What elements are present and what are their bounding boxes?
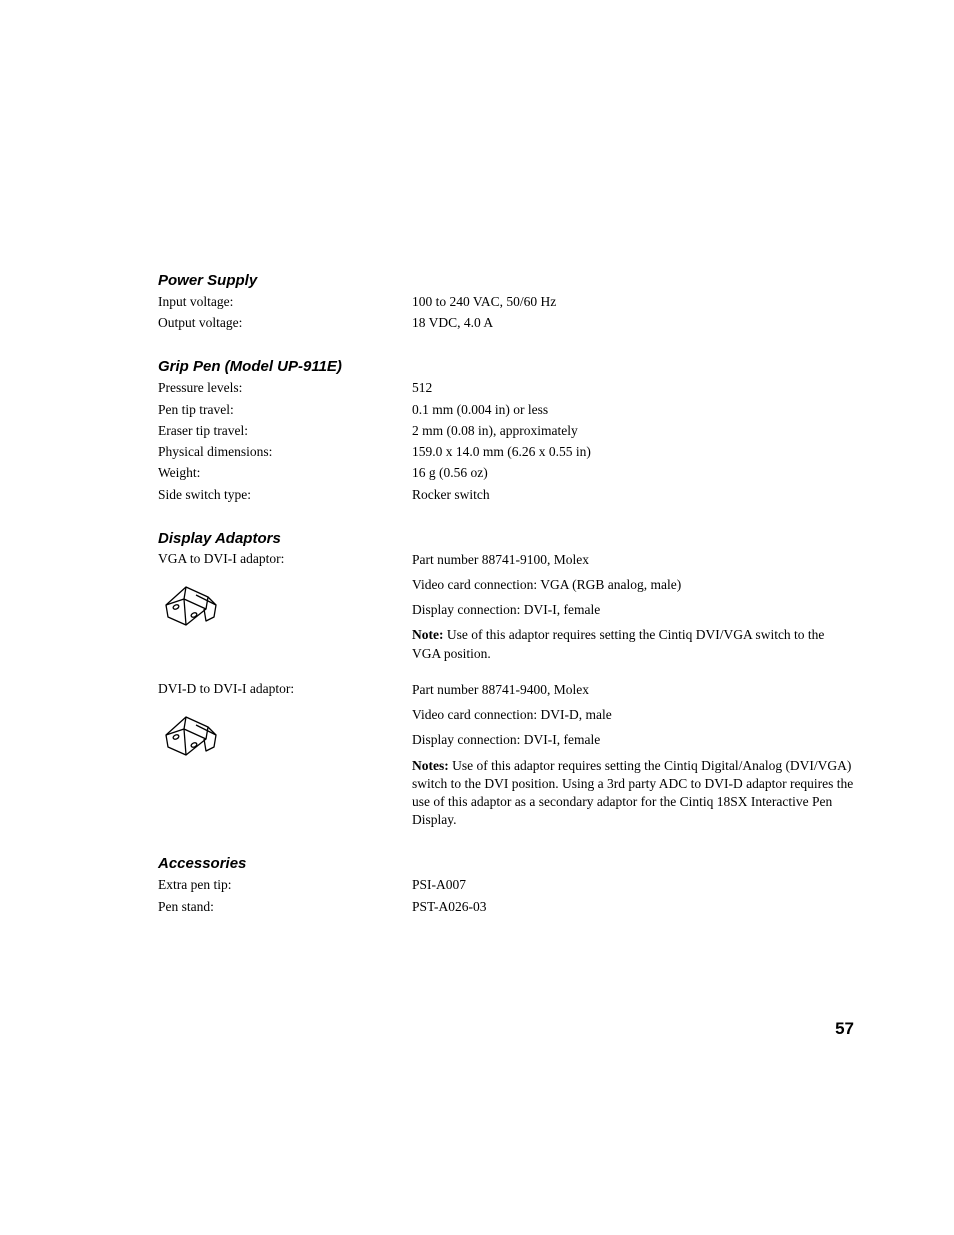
spec-row: Pressure levels: 512 xyxy=(158,379,856,397)
spec-label: Pen stand: xyxy=(158,898,412,916)
spec-label: Eraser tip travel: xyxy=(158,422,412,440)
adaptor-video-conn: Video card connection: DVI-D, male xyxy=(412,706,856,724)
section-accessories: Accessories Extra pen tip: PSI-A007 Pen … xyxy=(158,855,856,915)
section-power-supply: Power Supply Input voltage: 100 to 240 V… xyxy=(158,272,856,332)
spec-label: Pen tip travel: xyxy=(158,401,412,419)
connector-icon xyxy=(158,577,228,637)
heading-display-adaptors: Display Adaptors xyxy=(158,530,856,547)
adaptor-label: DVI-D to DVI-I adaptor: xyxy=(158,681,412,697)
adaptor-left: DVI-D to DVI-I adaptor: xyxy=(158,681,412,830)
adaptor-note: Note: Use of this adaptor requires setti… xyxy=(412,626,856,662)
spec-label: Output voltage: xyxy=(158,314,412,332)
heading-grip-pen: Grip Pen (Model UP-911E) xyxy=(158,358,856,375)
adaptor-part: Part number 88741-9400, Molex xyxy=(412,681,856,699)
adaptor-block-dvid: DVI-D to DVI-I adaptor: Part numbe xyxy=(158,681,856,830)
heading-accessories: Accessories xyxy=(158,855,856,872)
spec-row: Extra pen tip: PSI-A007 xyxy=(158,876,856,894)
adaptor-label: VGA to DVI-I adaptor: xyxy=(158,551,412,567)
note-label: Note: xyxy=(412,627,443,642)
adaptor-part: Part number 88741-9100, Molex xyxy=(412,551,856,569)
adaptor-block-vga: VGA to DVI-I adaptor: Part number xyxy=(158,551,856,663)
spec-row: Pen stand: PST-A026-03 xyxy=(158,898,856,916)
section-grip-pen: Grip Pen (Model UP-911E) Pressure levels… xyxy=(158,358,856,503)
spec-row: Weight: 16 g (0.56 oz) xyxy=(158,464,856,482)
adaptor-left: VGA to DVI-I adaptor: xyxy=(158,551,412,663)
spec-label: Weight: xyxy=(158,464,412,482)
spec-row: Output voltage: 18 VDC, 4.0 A xyxy=(158,314,856,332)
spec-row: Physical dimensions: 159.0 x 14.0 mm (6.… xyxy=(158,443,856,461)
connector-icon xyxy=(158,707,228,767)
adaptor-note: Notes: Use of this adaptor requires sett… xyxy=(412,757,856,830)
heading-power-supply: Power Supply xyxy=(158,272,856,289)
spec-value: 0.1 mm (0.004 in) or less xyxy=(412,401,856,419)
note-text: Use of this adaptor requires setting the… xyxy=(412,758,853,828)
spec-label: Input voltage: xyxy=(158,293,412,311)
spec-value: 18 VDC, 4.0 A xyxy=(412,314,856,332)
spec-label: Side switch type: xyxy=(158,486,412,504)
spec-value: 512 xyxy=(412,379,856,397)
spec-value: Rocker switch xyxy=(412,486,856,504)
spec-label: Physical dimensions: xyxy=(158,443,412,461)
spec-value: PSI-A007 xyxy=(412,876,856,894)
spec-row: Input voltage: 100 to 240 VAC, 50/60 Hz xyxy=(158,293,856,311)
adaptor-right: Part number 88741-9100, Molex Video card… xyxy=(412,551,856,663)
spec-value: 16 g (0.56 oz) xyxy=(412,464,856,482)
note-label: Notes: xyxy=(412,758,449,773)
page-content: Power Supply Input voltage: 100 to 240 V… xyxy=(0,0,954,916)
adaptor-right: Part number 88741-9400, Molex Video card… xyxy=(412,681,856,830)
adaptor-video-conn: Video card connection: VGA (RGB analog, … xyxy=(412,576,856,594)
spec-label: Extra pen tip: xyxy=(158,876,412,894)
spec-value: 2 mm (0.08 in), approximately xyxy=(412,422,856,440)
spec-row: Eraser tip travel: 2 mm (0.08 in), appro… xyxy=(158,422,856,440)
section-display-adaptors: Display Adaptors VGA to DVI-I adaptor: xyxy=(158,530,856,830)
adaptor-display-conn: Display connection: DVI-I, female xyxy=(412,731,856,749)
adaptor-display-conn: Display connection: DVI-I, female xyxy=(412,601,856,619)
spec-value: 159.0 x 14.0 mm (6.26 x 0.55 in) xyxy=(412,443,856,461)
spec-row: Pen tip travel: 0.1 mm (0.004 in) or les… xyxy=(158,401,856,419)
page-number: 57 xyxy=(835,1019,854,1039)
spec-row: Side switch type: Rocker switch xyxy=(158,486,856,504)
spec-value: PST-A026-03 xyxy=(412,898,856,916)
spec-value: 100 to 240 VAC, 50/60 Hz xyxy=(412,293,856,311)
note-text: Use of this adaptor requires setting the… xyxy=(412,627,824,660)
spec-label: Pressure levels: xyxy=(158,379,412,397)
